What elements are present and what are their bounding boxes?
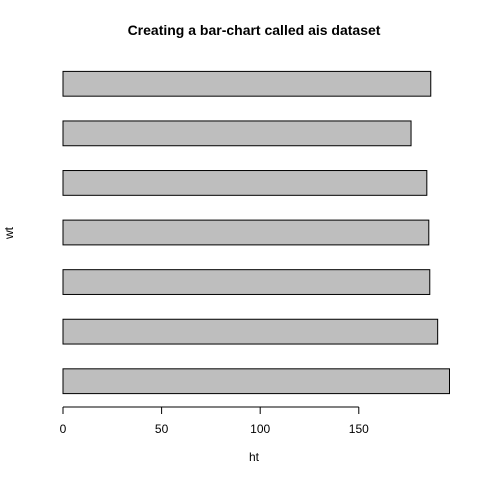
x-tick-label: 150 (349, 422, 369, 436)
bar-6 (63, 121, 411, 146)
chart-title: Creating a bar-chart called ais dataset (128, 22, 381, 38)
bars-group (63, 71, 450, 393)
y-axis-label: wt (2, 226, 16, 240)
bar-1 (63, 369, 450, 394)
bar-3 (63, 270, 430, 295)
x-tick-label: 100 (250, 422, 270, 436)
bar-2 (63, 319, 438, 344)
x-axis: 0 50 100 150 (60, 407, 369, 436)
x-ticks: 0 50 100 150 (60, 407, 369, 436)
x-tick-label: 50 (155, 422, 169, 436)
bar-7 (63, 71, 431, 96)
bar-4 (63, 220, 429, 245)
x-axis-label: ht (249, 450, 260, 464)
x-tick-label: 0 (60, 422, 67, 436)
bar-5 (63, 171, 427, 196)
